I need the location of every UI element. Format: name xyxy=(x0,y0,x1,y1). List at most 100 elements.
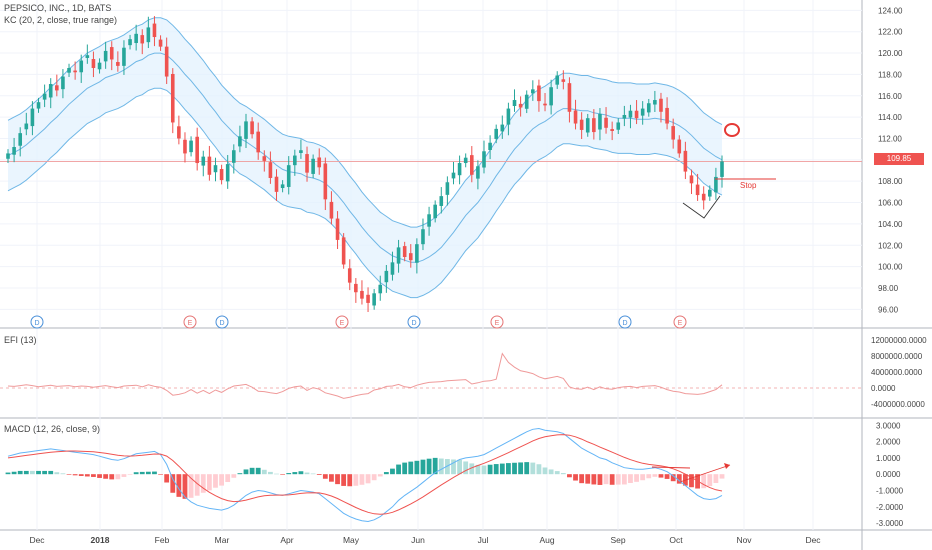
candle-body xyxy=(622,114,627,119)
macd-histogram-bar xyxy=(371,474,377,481)
candle-body xyxy=(109,47,114,60)
macd-histogram-bar xyxy=(524,462,530,475)
macd-histogram-bar xyxy=(646,474,652,479)
macd-histogram-bar xyxy=(36,470,41,475)
macd-histogram-bar xyxy=(66,474,72,475)
candle-body xyxy=(85,55,90,58)
candle-body xyxy=(671,126,675,140)
price-tick-label: 96.00 xyxy=(878,305,899,314)
macd-histogram-bar xyxy=(84,474,90,477)
candle-body xyxy=(433,204,437,219)
candle-body xyxy=(286,165,291,187)
macd-histogram-bar xyxy=(719,474,725,479)
candle-body xyxy=(463,157,468,164)
candle-body xyxy=(665,107,669,124)
macd-histogram-bar xyxy=(48,470,54,475)
channel-middle-line xyxy=(7,52,723,263)
macd-histogram-bar xyxy=(689,474,694,488)
candle-body xyxy=(451,172,456,179)
macd-histogram-bar xyxy=(469,463,475,475)
macd-histogram-bar xyxy=(518,462,524,475)
symbol-legend[interactable]: PEPSICO, INC., 1D, BATS xyxy=(4,3,112,13)
macd-histogram-bar xyxy=(292,472,298,475)
candle-body xyxy=(384,270,389,283)
macd-histogram-bar xyxy=(560,473,566,475)
macd-histogram-bar xyxy=(451,459,456,475)
candle-body xyxy=(225,164,230,182)
macd-histogram-bar xyxy=(652,474,658,477)
macd-histogram-bar xyxy=(316,474,322,475)
event-marker xyxy=(673,315,687,329)
candle-body xyxy=(469,155,474,175)
event-marker xyxy=(618,315,632,329)
candle-body xyxy=(689,175,694,184)
price-tick-label: 102.00 xyxy=(878,241,903,250)
candle-body xyxy=(354,283,358,293)
macd-histogram-bar xyxy=(237,473,243,475)
efi-legend[interactable]: EFI (13) xyxy=(4,335,37,345)
macd-histogram-bar xyxy=(603,474,609,485)
candle-body xyxy=(36,102,41,109)
candle-body xyxy=(341,237,346,265)
candle-body xyxy=(653,100,657,105)
macd-histogram-bar xyxy=(701,474,707,489)
macd-histogram-bar xyxy=(457,459,462,475)
candle-body xyxy=(518,103,523,108)
candle-body xyxy=(488,142,492,151)
candle-body xyxy=(659,98,663,112)
candle-body xyxy=(170,73,175,123)
macd-histogram-bar xyxy=(78,474,84,476)
channel-fill xyxy=(8,17,722,298)
macd-histogram-bar xyxy=(463,461,469,475)
price-tick-label: 108.00 xyxy=(878,177,903,186)
macd-histogram-bar xyxy=(335,474,340,485)
event-marker xyxy=(183,315,197,329)
candle-body xyxy=(347,268,352,283)
candle-body xyxy=(720,161,724,177)
candle-body xyxy=(24,123,29,130)
macd-histogram-bar xyxy=(109,474,115,480)
candle-body xyxy=(91,59,96,68)
candle-body xyxy=(372,293,376,306)
dividend-label: D xyxy=(34,320,39,327)
macd-histogram-bar xyxy=(206,474,212,491)
macd-histogram-bar xyxy=(17,470,23,475)
macd-trend-arrow xyxy=(724,463,730,469)
macd-histogram-bar xyxy=(670,474,676,482)
macd-histogram-bar xyxy=(60,473,66,475)
candle-body xyxy=(415,244,419,263)
candle-body xyxy=(402,246,407,257)
candle-body xyxy=(445,182,450,195)
macd-histogram-bar xyxy=(377,474,383,477)
macd-histogram-bar xyxy=(713,474,719,483)
macd-histogram-bar xyxy=(158,474,163,475)
efi-tick-label: 4000000.0000 xyxy=(871,368,923,377)
candle-body xyxy=(55,85,59,91)
candle-body xyxy=(116,62,120,66)
macd-histogram-bar xyxy=(390,468,395,475)
candle-body xyxy=(683,150,688,172)
macd-histogram-bar xyxy=(231,474,237,478)
macd-legend[interactable]: MACD (12, 26, close, 9) xyxy=(4,424,101,434)
macd-histogram-bar xyxy=(188,474,194,498)
candle-body xyxy=(140,35,145,44)
candle-body xyxy=(396,247,401,264)
price-tick-label: 124.00 xyxy=(878,6,903,15)
kc-legend[interactable]: KC (20, 2, close, true range) xyxy=(4,15,118,25)
time-tick-label: Feb xyxy=(155,535,170,545)
time-tick-label: Nov xyxy=(736,535,752,545)
candle-body xyxy=(67,68,71,73)
dividend-label: D xyxy=(411,320,416,327)
macd-histogram-bar xyxy=(127,474,133,475)
macd-histogram-bar xyxy=(420,459,426,475)
macd-hist-trend xyxy=(651,466,691,469)
candle-body xyxy=(646,103,651,113)
time-axis: Dec 2018 Feb Mar Apr May Jun Jul Aug Sep Oct Nov Dec xyxy=(29,535,821,545)
macd-histogram-bar xyxy=(121,474,127,477)
candle-body xyxy=(299,150,303,153)
macd-histogram-bar xyxy=(567,474,572,478)
price-tick-label: 116.00 xyxy=(878,92,902,101)
macd-histogram-bar xyxy=(274,473,279,475)
candle-body xyxy=(274,176,279,192)
